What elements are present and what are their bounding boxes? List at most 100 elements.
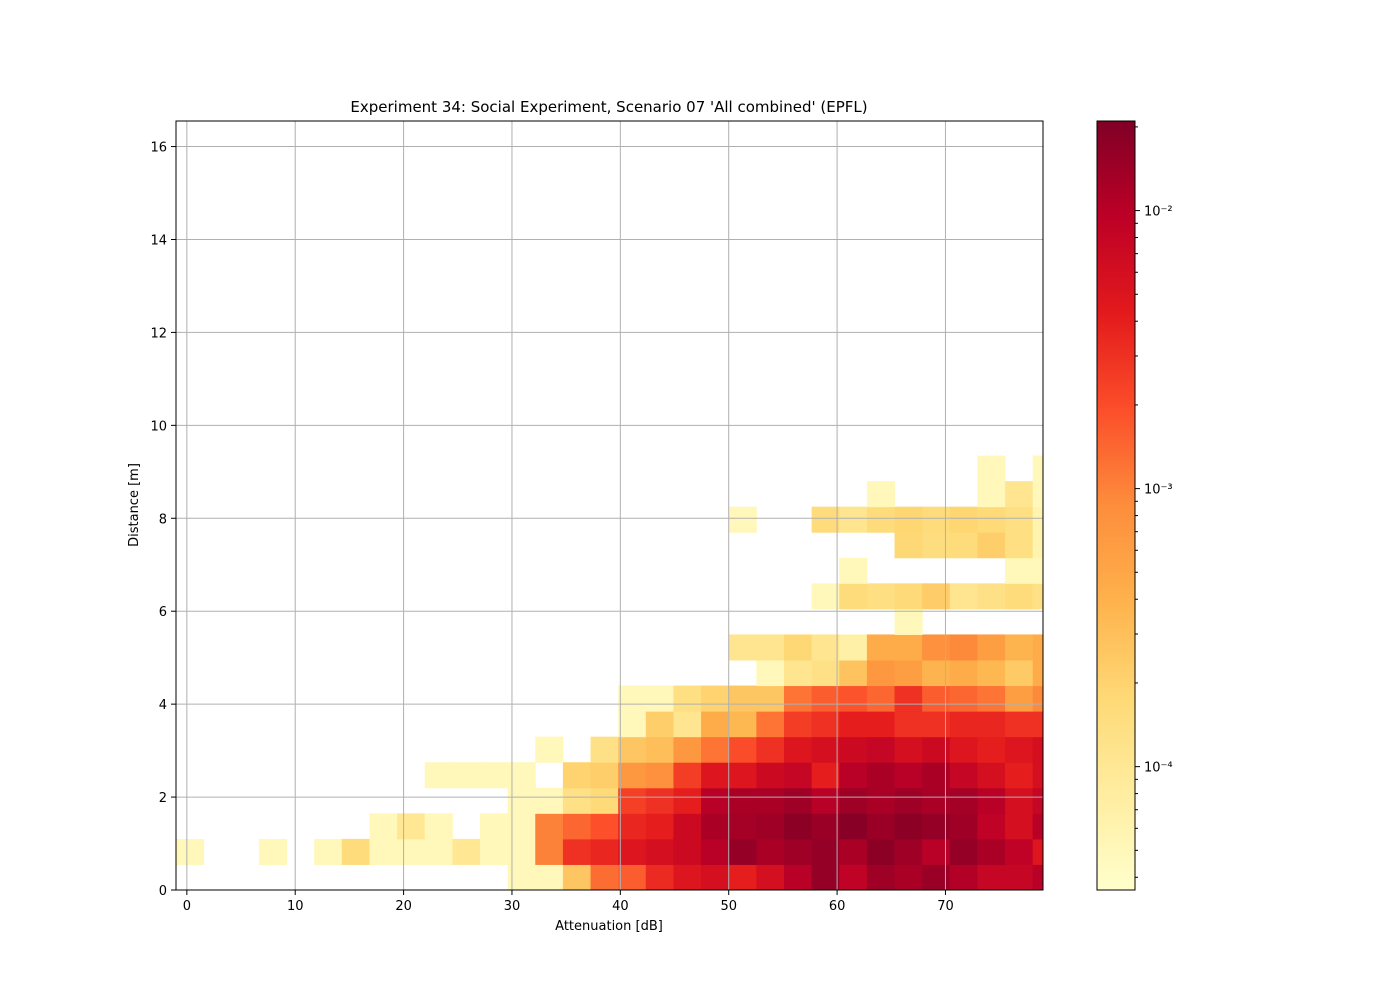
heatmap-cell	[922, 685, 951, 712]
heatmap-cell	[701, 787, 730, 814]
heatmap-cell	[783, 736, 813, 763]
heatmap-cell	[1032, 659, 1044, 687]
heatmap-cell	[977, 762, 1006, 789]
heatmap-cell	[811, 685, 840, 712]
y-tick-label: 8	[159, 512, 167, 527]
heatmap-cells	[176, 455, 1044, 891]
heatmap-cell	[562, 838, 592, 865]
heatmap-cell	[894, 711, 923, 738]
heatmap-cell	[977, 532, 1006, 559]
heatmap-cell	[783, 813, 813, 840]
heatmap-cell	[728, 813, 757, 840]
heatmap-cell	[645, 864, 674, 891]
heatmap-cell	[894, 762, 923, 789]
heatmap-cell	[839, 864, 868, 891]
heatmap-cell	[1032, 506, 1044, 533]
heatmap-cell	[866, 506, 896, 533]
heatmap-cell	[535, 864, 564, 891]
heatmap-cell	[783, 685, 813, 712]
x-tick-label: 60	[829, 899, 846, 914]
heatmap-cell	[479, 838, 509, 865]
heatmap-cell	[977, 685, 1006, 712]
heatmap-cell	[977, 659, 1006, 687]
heatmap-cell	[535, 838, 564, 865]
y-tick-label: 2	[159, 791, 167, 806]
heatmap-cell	[1032, 634, 1044, 661]
heatmap-cell	[1032, 583, 1044, 610]
heatmap-cell	[1032, 685, 1044, 712]
heatmap-cell	[922, 634, 951, 661]
heatmap-cell	[894, 506, 923, 533]
x-tick-label: 50	[720, 899, 737, 914]
heatmap-cell	[673, 711, 702, 738]
heatmap-cell	[258, 838, 288, 865]
heatmap-cell	[728, 506, 757, 533]
heatmap-cell	[894, 634, 923, 661]
heatmap-cell	[839, 787, 868, 814]
heatmap-cell	[811, 864, 840, 891]
heatmap-cell	[424, 762, 453, 789]
colorbar-tick-label: 10⁻³	[1144, 483, 1173, 498]
heatmap-cell	[673, 787, 702, 814]
heatmap-cell	[728, 736, 757, 763]
x-tick-label: 40	[612, 899, 629, 914]
heatmap-cell	[590, 787, 619, 814]
heatmap-cell	[756, 634, 785, 661]
heatmap-cell	[618, 685, 647, 712]
gridlines	[176, 121, 1043, 891]
heatmap-cell	[1005, 634, 1034, 661]
heatmap-cell	[949, 634, 978, 661]
heatmap-cell	[618, 762, 647, 789]
heatmap-cell	[949, 864, 978, 891]
heatmap-cell	[1032, 787, 1044, 814]
heatmap-cell	[866, 481, 896, 508]
heatmap-cell	[535, 787, 564, 814]
heatmap-cell	[811, 634, 840, 661]
heatmap-cell	[562, 864, 592, 891]
heatmap-cell	[397, 838, 426, 865]
x-tick-label: 20	[395, 899, 412, 914]
heatmap-cell	[977, 736, 1006, 763]
heatmap-cell	[590, 838, 619, 865]
y-tick-label: 0	[159, 884, 167, 899]
heatmap-cell	[479, 762, 509, 789]
y-tick-label: 6	[159, 605, 167, 620]
heatmap-cell	[949, 787, 978, 814]
heatmap-cell	[783, 838, 813, 865]
heatmap-cell	[618, 711, 647, 738]
heatmap-cell	[866, 762, 896, 789]
heatmap-cell	[839, 736, 868, 763]
heatmap-cell	[922, 506, 951, 533]
heatmap-cell	[783, 864, 813, 891]
heatmap-cell	[590, 762, 619, 789]
heatmap-cell	[894, 659, 923, 687]
heatmap-cell	[424, 813, 453, 840]
heatmap-cell	[949, 506, 978, 533]
heatmap-cell	[811, 711, 840, 738]
heatmap-cell	[1032, 813, 1044, 840]
heatmap-cell	[1005, 736, 1034, 763]
heatmap-cell	[949, 685, 978, 712]
heatmap-cell	[894, 813, 923, 840]
y-tick-label: 12	[150, 326, 167, 341]
heatmap-cell	[811, 787, 840, 814]
heatmap-cell	[645, 685, 674, 712]
heatmap-cell	[839, 659, 868, 687]
heatmap-cell	[1032, 711, 1044, 738]
heatmap-cell	[783, 787, 813, 814]
heatmap-cell	[756, 762, 785, 789]
heatmap-cell	[1032, 481, 1044, 508]
heatmap-cell	[1005, 659, 1034, 687]
y-tick-label: 16	[150, 141, 167, 156]
heatmap-cell	[673, 685, 702, 712]
heatmap-cell	[894, 685, 923, 712]
heatmap-cell	[1032, 838, 1044, 865]
heatmap-cell	[866, 864, 896, 891]
heatmap-cell	[1005, 864, 1034, 891]
heatmap-cell	[949, 838, 978, 865]
heatmap-cell	[728, 787, 757, 814]
heatmap-cell	[1005, 838, 1034, 865]
heatmap-cell	[756, 711, 785, 738]
heatmap-cell	[1005, 506, 1034, 533]
